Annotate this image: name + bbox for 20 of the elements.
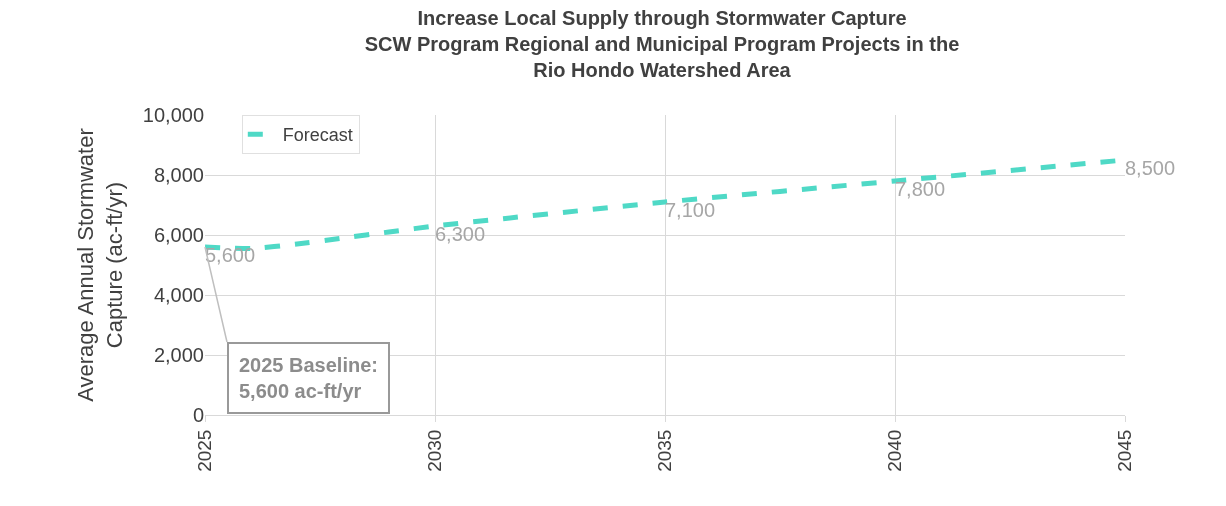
y-tick-label: 2,000 [153,344,204,366]
data-label: 7,800 [895,178,946,200]
y-tick-label: 4,000 [153,284,204,306]
x-tick-label: 2040 [884,429,906,472]
y-tick-label: 10,000 [142,104,204,126]
y-axis-title: Average Annual Stormwater Capture (ac-ft/yr) [73,128,127,402]
x-tick-label: 2035 [654,429,676,472]
x-tick-label: 2025 [194,429,216,472]
data-label: 7,100 [665,199,716,221]
y-tick-label: 8,000 [153,164,204,186]
annotation: 2025 Baseline: 5,600 ac-ft/yr [239,354,378,402]
data-label: 6,300 [435,223,486,245]
x-tick-label: 2045 [1114,429,1136,472]
data-label: 8,500 [1125,157,1176,179]
data-label: 5,600 [205,244,256,266]
chart-title: Increase Local Supply through Stormwater Capture SCW Program Regional and Municipal Program Projects in the Rio Hondo Watershed Area [364,7,960,82]
y-tick-label: 6,000 [153,224,204,246]
legend-label: Forecast [282,125,353,146]
y-tick-label: 0 [192,404,204,426]
x-tick-label: 2030 [424,429,446,472]
